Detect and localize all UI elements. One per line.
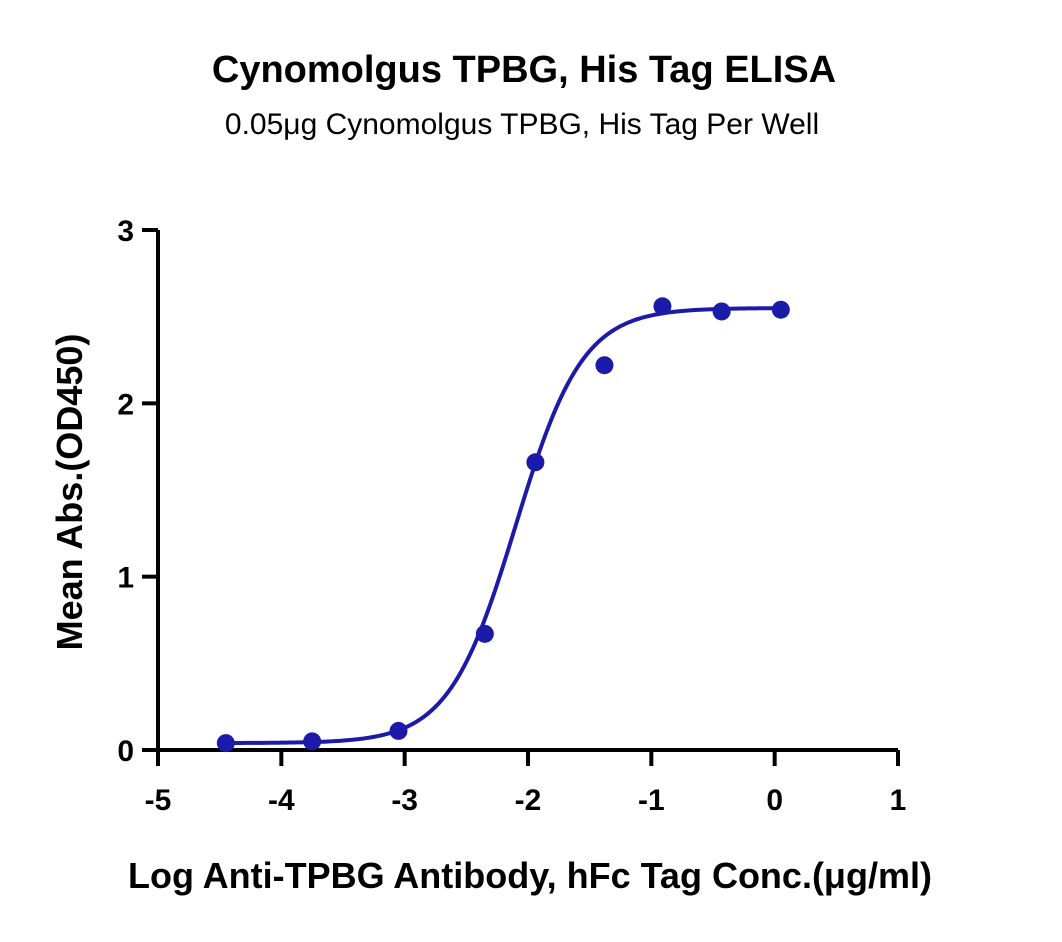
axes [142,228,900,766]
data-points-layer [216,297,790,753]
x-tick-label: -1 [638,784,665,817]
chart-subtitle: 0.05μg Cynomolgus TPBG, His Tag Per Well [225,108,819,141]
data-point [712,302,731,321]
fit-curve [225,306,781,745]
x-tick-label: -3 [391,784,418,817]
data-point [771,300,790,319]
y-tick-label: 2 [117,388,134,421]
data-point [303,732,322,751]
y-tick-label: 0 [117,735,134,768]
data-point [653,297,672,316]
x-tick-label: -2 [515,784,542,817]
data-point [389,721,408,740]
x-tick-label: 1 [890,784,907,817]
data-point [475,624,494,643]
data-point [595,356,614,375]
x-tick-label: -4 [268,784,295,817]
y-tick-label: 1 [117,562,134,595]
data-point [526,453,545,472]
data-point [216,734,235,753]
y-axis-label: Mean Abs.(OD450) [49,334,90,651]
x-axis-label: Log Anti-TPBG Antibody, hFc Tag Conc.(μg… [128,855,932,896]
y-tick-label: 3 [117,215,134,248]
x-tick-label: -5 [145,784,172,817]
fit-curve-layer [225,306,781,745]
tick-labels-layer: 0 1 2 3 -5 -4 -3 -2 -1 0 1 [117,215,906,817]
x-tick-label: 0 [766,784,783,817]
chart-title: Cynomolgus TPBG, His Tag ELISA [212,49,836,91]
